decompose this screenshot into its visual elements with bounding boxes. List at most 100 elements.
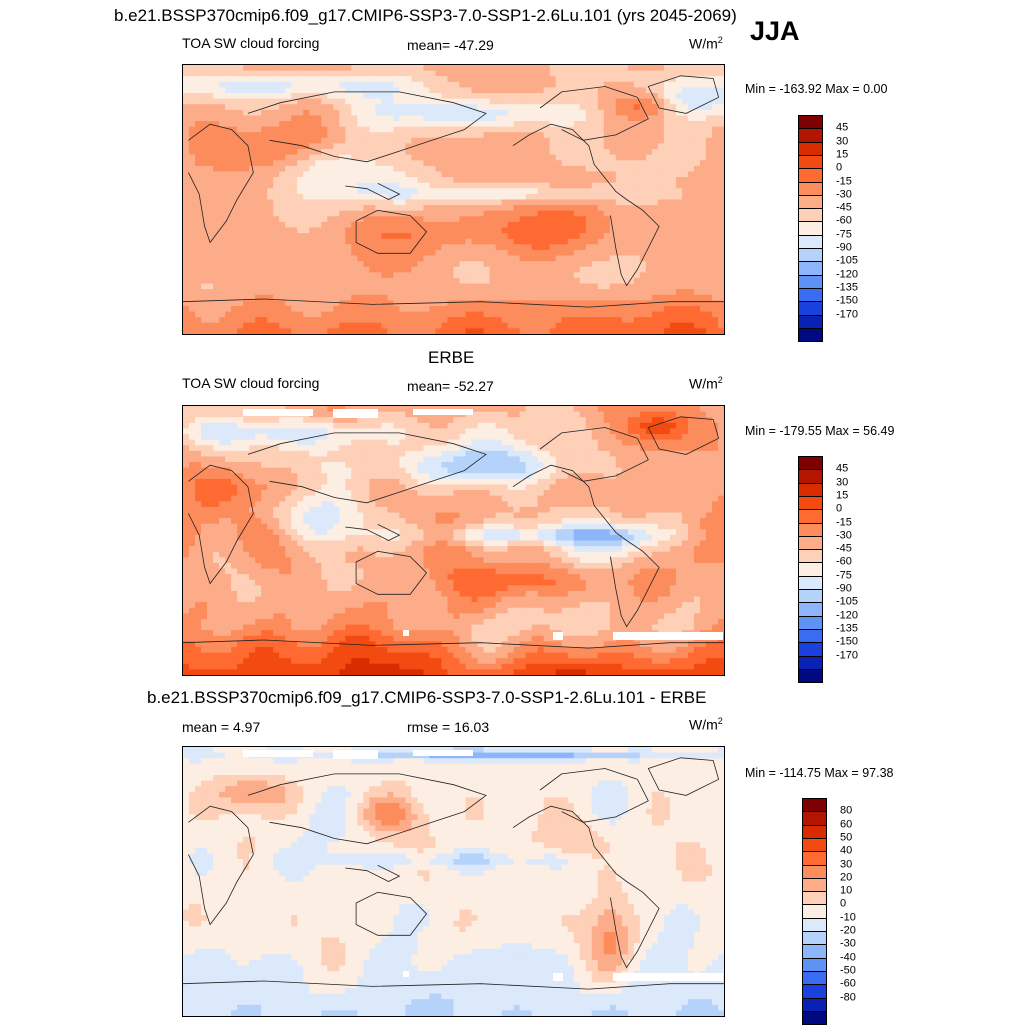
colorbar-cell xyxy=(798,629,823,643)
panel-mean-label: mean = 4.97 xyxy=(182,719,260,735)
colorbar-tick-label: -60 xyxy=(836,557,852,568)
colorbar-cell xyxy=(798,642,823,656)
panel-title: ERBE xyxy=(428,348,474,368)
colorbar-cell xyxy=(798,261,823,275)
map-model xyxy=(182,64,725,335)
panel-left-label: TOA SW cloud forcing xyxy=(182,375,319,391)
panel-left-label: TOA SW cloud forcing xyxy=(182,35,319,51)
colorbar-tick-label: -50 xyxy=(840,965,856,976)
colorbar-cell xyxy=(802,798,827,812)
colorbar-tick-label: 10 xyxy=(840,886,852,897)
colorbar-tick-label: -10 xyxy=(840,912,856,923)
colorbar-cell xyxy=(798,562,823,576)
map-diff xyxy=(182,746,725,1017)
units-label: W/m2 xyxy=(689,35,723,52)
colorbar-tick-label: -15 xyxy=(836,517,852,528)
colorbar-cell xyxy=(798,509,823,523)
colorbar-tick-label: 30 xyxy=(836,136,848,147)
minmax-label: Min = -114.75 Max = 97.38 xyxy=(745,766,893,780)
colorbar-tick-label: -135 xyxy=(836,282,858,293)
colorbar-cell xyxy=(802,998,827,1012)
colorbar-cell xyxy=(798,208,823,222)
colorbar-tick-label: -45 xyxy=(836,203,852,214)
colorbar-tick-label: -90 xyxy=(836,584,852,595)
colorbar-tick-label: -30 xyxy=(840,939,856,950)
map-obs xyxy=(182,405,725,676)
colorbar-cell xyxy=(798,496,823,510)
colorbar-cell xyxy=(798,549,823,563)
colorbar-tick-label: -15 xyxy=(836,176,852,187)
map-svg xyxy=(183,65,724,334)
colorbar-cell xyxy=(798,616,823,630)
colorbar-cell xyxy=(798,523,823,537)
colorbar-tick-label: -170 xyxy=(836,650,858,661)
colorbar-cell xyxy=(802,838,827,852)
colorbar-tick-label: -75 xyxy=(836,570,852,581)
colorbar-cell xyxy=(798,589,823,603)
colorbar-cell xyxy=(798,248,823,262)
colorbar-cell xyxy=(798,469,823,483)
colorbar-cell xyxy=(802,918,827,932)
colorbar-cell xyxy=(802,984,827,998)
colorbar-cell xyxy=(802,891,827,905)
colorbar-tick-label: -105 xyxy=(836,256,858,267)
panel-title: b.e21.BSSP370cmip6.f09_g17.CMIP6-SSP3-7.… xyxy=(147,688,706,708)
colorbar-cell xyxy=(798,576,823,590)
colorbar-tick-label: 30 xyxy=(840,859,852,870)
colorbar-tick-label: 30 xyxy=(836,477,848,488)
colorbar-tick-label: -45 xyxy=(836,544,852,555)
colorbar-cell xyxy=(798,182,823,196)
colorbar-tick-label: -135 xyxy=(836,623,858,634)
panel-mean-label: mean= -47.29 xyxy=(407,37,494,53)
colorbar-cell xyxy=(802,878,827,892)
colorbar-cell xyxy=(798,328,823,342)
field-layer xyxy=(183,65,724,334)
colorbar-tick-label: -80 xyxy=(840,992,856,1003)
colorbar-tick-label: -30 xyxy=(836,189,852,200)
colorbar-cell xyxy=(798,536,823,550)
colorbar-tick-label: -60 xyxy=(840,979,856,990)
colorbar-cell xyxy=(798,155,823,169)
colorbar-cell xyxy=(802,931,827,945)
colorbar-tick-label: 15 xyxy=(836,490,848,501)
colorbar-tick-label: 60 xyxy=(840,819,852,830)
colorbar-cell xyxy=(798,288,823,302)
minmax-label: Min = -163.92 Max = 0.00 xyxy=(745,82,887,96)
colorbar-cell xyxy=(798,235,823,249)
colorbar-tick-label: 15 xyxy=(836,149,848,160)
colorbar-tick-label: 0 xyxy=(836,163,842,174)
colorbar-cell xyxy=(798,275,823,289)
colorbar-tick-label: 40 xyxy=(840,846,852,857)
colorbar-tick-label: -20 xyxy=(840,926,856,937)
panel-mean-label: mean= -52.27 xyxy=(407,378,494,394)
colorbar-cell xyxy=(798,301,823,315)
colorbar-cell xyxy=(798,669,823,683)
colorbar-tick-label: 45 xyxy=(836,123,848,134)
colorbar-cell xyxy=(798,483,823,497)
colorbar-cell xyxy=(802,958,827,972)
minmax-label: Min = -179.55 Max = 56.49 xyxy=(745,424,894,438)
panel-rmse-label: rmse = 16.03 xyxy=(407,719,489,735)
colorbar-tick-label: -90 xyxy=(836,243,852,254)
units-label: W/m2 xyxy=(689,716,723,733)
colorbar-tick-label: -60 xyxy=(836,216,852,227)
colorbar-cell xyxy=(802,944,827,958)
colorbar-cell xyxy=(802,811,827,825)
colorbar-tick-label: 80 xyxy=(840,806,852,817)
colorbar-tick-label: 45 xyxy=(836,464,848,475)
colorbar-cell xyxy=(802,851,827,865)
colorbar-cell xyxy=(798,168,823,182)
colorbar-tick-label: 50 xyxy=(840,832,852,843)
units-label: W/m2 xyxy=(689,375,723,392)
colorbar-cell xyxy=(798,602,823,616)
colorbar-cell xyxy=(802,865,827,879)
colorbar-tick-label: -150 xyxy=(836,637,858,648)
colorbar-tick-label: -30 xyxy=(836,530,852,541)
colorbar-tick-label: 0 xyxy=(836,504,842,515)
colorbar-cell xyxy=(802,825,827,839)
colorbar-tick-label: -40 xyxy=(840,952,856,963)
colorbar-tick-label: 0 xyxy=(840,899,846,910)
colorbar-cell xyxy=(798,656,823,670)
colorbar-tick-label: -75 xyxy=(836,229,852,240)
colorbar-cell xyxy=(802,1011,827,1025)
